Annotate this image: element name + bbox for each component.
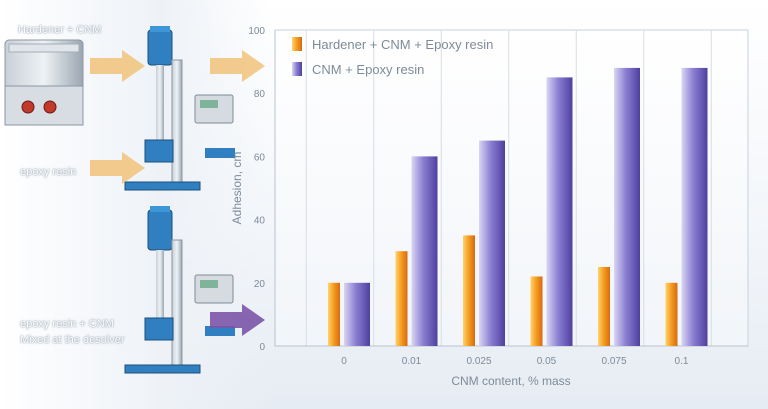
dissolver-bottom (124, 206, 235, 374)
bar-series-2 (411, 156, 438, 346)
label-epoxy-resin-cnm: epoxy resin + CNM (20, 318, 114, 330)
bar-series-1 (530, 276, 543, 346)
bars (328, 67, 708, 347)
bar-series-1 (598, 267, 610, 346)
x-tick-labels: 0 0.01 0.025 0.05 0.075 0.1 (341, 356, 689, 367)
label-hardener-cnm: Hardener + CNM (18, 24, 102, 36)
y-tick-label: 20 (254, 279, 266, 290)
legend-swatch-orange (292, 37, 302, 51)
bar-series-2 (344, 282, 370, 346)
grid (305, 30, 712, 346)
y-tick-label: 0 (259, 342, 265, 353)
dissolver-top (124, 26, 235, 191)
legend-label-series-1: Hardener + CNM + Epoxy resin (312, 37, 493, 52)
arrow-dissolver-to-chart (210, 50, 265, 82)
bar-series-2 (479, 140, 505, 346)
label-epoxy-resin: epoxy resin (20, 166, 77, 178)
label-mixed-desolver: Mixed at the desolver (20, 334, 125, 346)
y-tick-label: 60 (254, 152, 266, 163)
legend: Hardener + CNM + Epoxy resin CNM + Epoxy… (292, 37, 493, 77)
y-tick-label: 100 (248, 26, 265, 37)
bar-series-1 (463, 235, 475, 346)
legend-swatch-purple (292, 62, 302, 76)
y-tick-label: 40 (254, 216, 266, 227)
legend-label-series-2: CNM + Epoxy resin (312, 62, 424, 77)
ultrasonic-bath (4, 39, 84, 126)
x-tick-label: 0.01 (402, 356, 422, 367)
y-tick-label: 80 (254, 89, 266, 100)
arrow-mix-to-chart (210, 304, 265, 336)
arrow-epoxy-to-dissolver (90, 152, 145, 184)
x-tick-label: 0.075 (601, 356, 626, 367)
bar-series-2 (614, 67, 640, 347)
bar-series-2 (681, 67, 708, 347)
x-tick-label: 0 (341, 356, 347, 367)
bar-series-1 (665, 282, 678, 346)
arrow-bath-to-dissolver (90, 50, 145, 82)
y-axis-title: Adhesion, cm (230, 152, 244, 225)
bar-series-1 (328, 282, 340, 346)
x-axis-title: CNM content, % mass (451, 374, 570, 388)
bar-chart: 0 20 40 60 80 100 0 0.01 0.025 0.05 0.075 0.1 Adhe… (230, 26, 749, 388)
x-tick-label: 0.1 (675, 356, 689, 367)
x-tick-label: 0.05 (537, 356, 557, 367)
x-tick-label: 0.025 (466, 356, 491, 367)
bar-series-1 (395, 251, 408, 346)
y-tick-labels: 0 20 40 60 80 100 (248, 26, 265, 353)
bar-series-2 (546, 77, 573, 347)
